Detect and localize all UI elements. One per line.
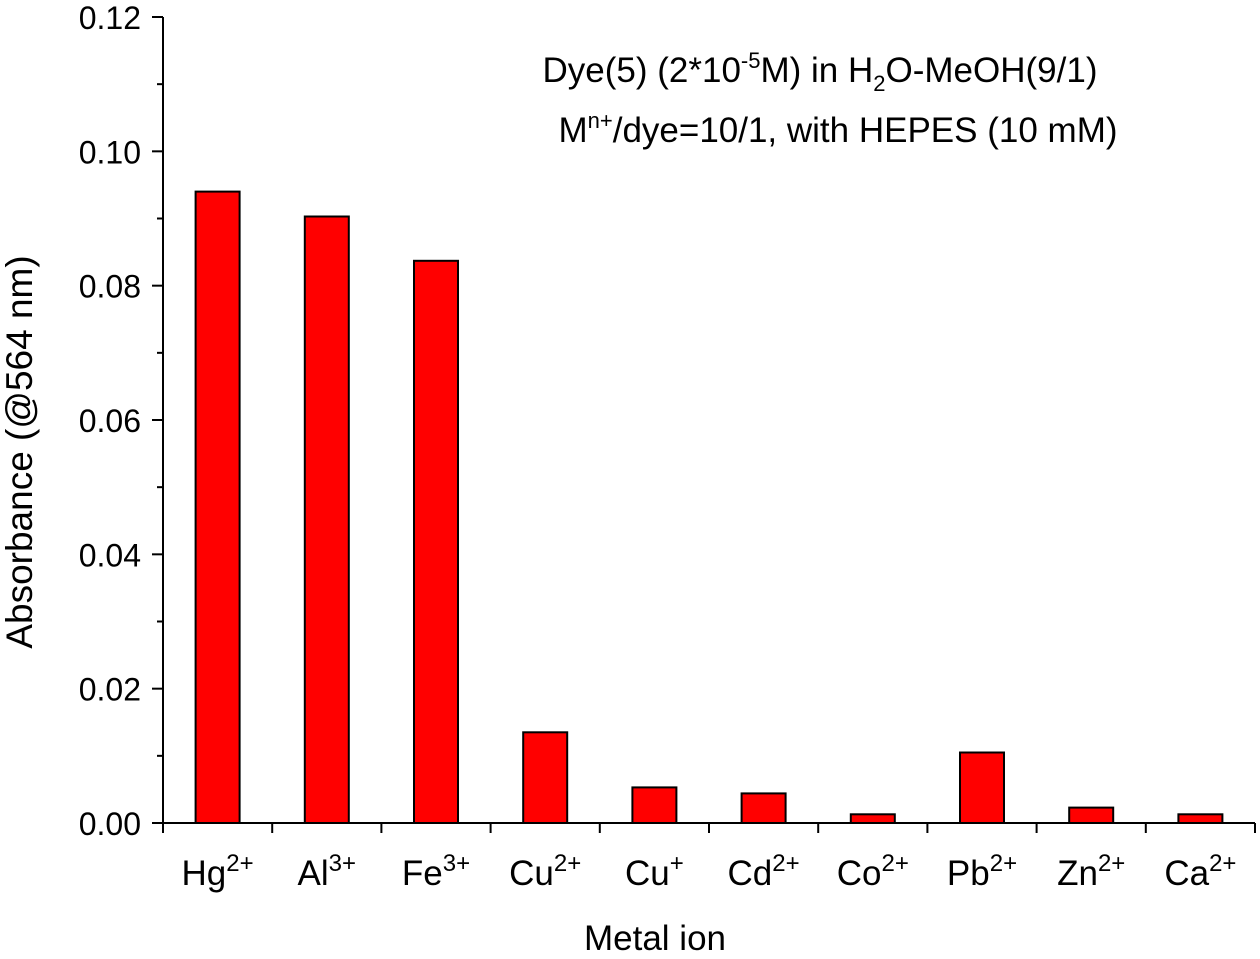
x-tick-labels: Hg2+ Al3+ Fe3+ Cu2+ Cu+ Cd2+ Co2+ Pb2+ Zn2+ Ca2+ [182, 850, 1237, 893]
y-tick-label: 0.12 [79, 0, 141, 36]
annotation-line-1: Dye(5) (2*10-5M) in H2O-MeOH(9/1) [543, 48, 1098, 96]
x-tick-label: Hg2+ [182, 850, 254, 893]
x-tick-label: Cd2+ [728, 850, 800, 893]
y-tick-label: 0.06 [79, 403, 141, 439]
x-tick-label: Pb2+ [947, 850, 1017, 893]
bars-group [194, 190, 1224, 825]
x-tick-label: Ca2+ [1164, 850, 1236, 893]
y-tick-labels: 0.00 0.02 0.04 0.06 0.08 0.10 0.12 [79, 0, 141, 842]
y-tick-label: 0.10 [79, 134, 141, 170]
x-axis-label: Metal ion [584, 919, 726, 958]
bar-9 [1177, 813, 1224, 824]
bar-2 [413, 259, 459, 824]
bar-3 [522, 731, 569, 824]
axes-group [152, 16, 1256, 833]
y-axis-label: Absorbance (@564 nm) [0, 255, 40, 648]
bar-5 [740, 792, 787, 825]
bar-7 [959, 751, 1005, 824]
x-tick-label: Cu+ [625, 850, 684, 893]
x-tick-label: Al3+ [298, 850, 357, 893]
x-tick-label: Co2+ [837, 850, 909, 893]
bar-6 [849, 813, 896, 824]
bar-1 [303, 215, 350, 824]
annotation-line-2: Mn+/dye=10/1, with HEPES (10 mM) [558, 108, 1117, 150]
x-tick-label: Cu2+ [509, 850, 581, 893]
bar-0 [194, 190, 241, 825]
bar-4 [631, 786, 678, 825]
y-tick-label: 0.04 [79, 537, 141, 573]
y-tick-label: 0.00 [79, 806, 141, 842]
y-tick-label: 0.02 [79, 672, 141, 708]
y-tick-label: 0.08 [79, 269, 141, 305]
x-tick-label: Fe3+ [402, 850, 470, 893]
x-tick-label: Zn2+ [1057, 850, 1125, 893]
bar-8 [1068, 806, 1115, 824]
